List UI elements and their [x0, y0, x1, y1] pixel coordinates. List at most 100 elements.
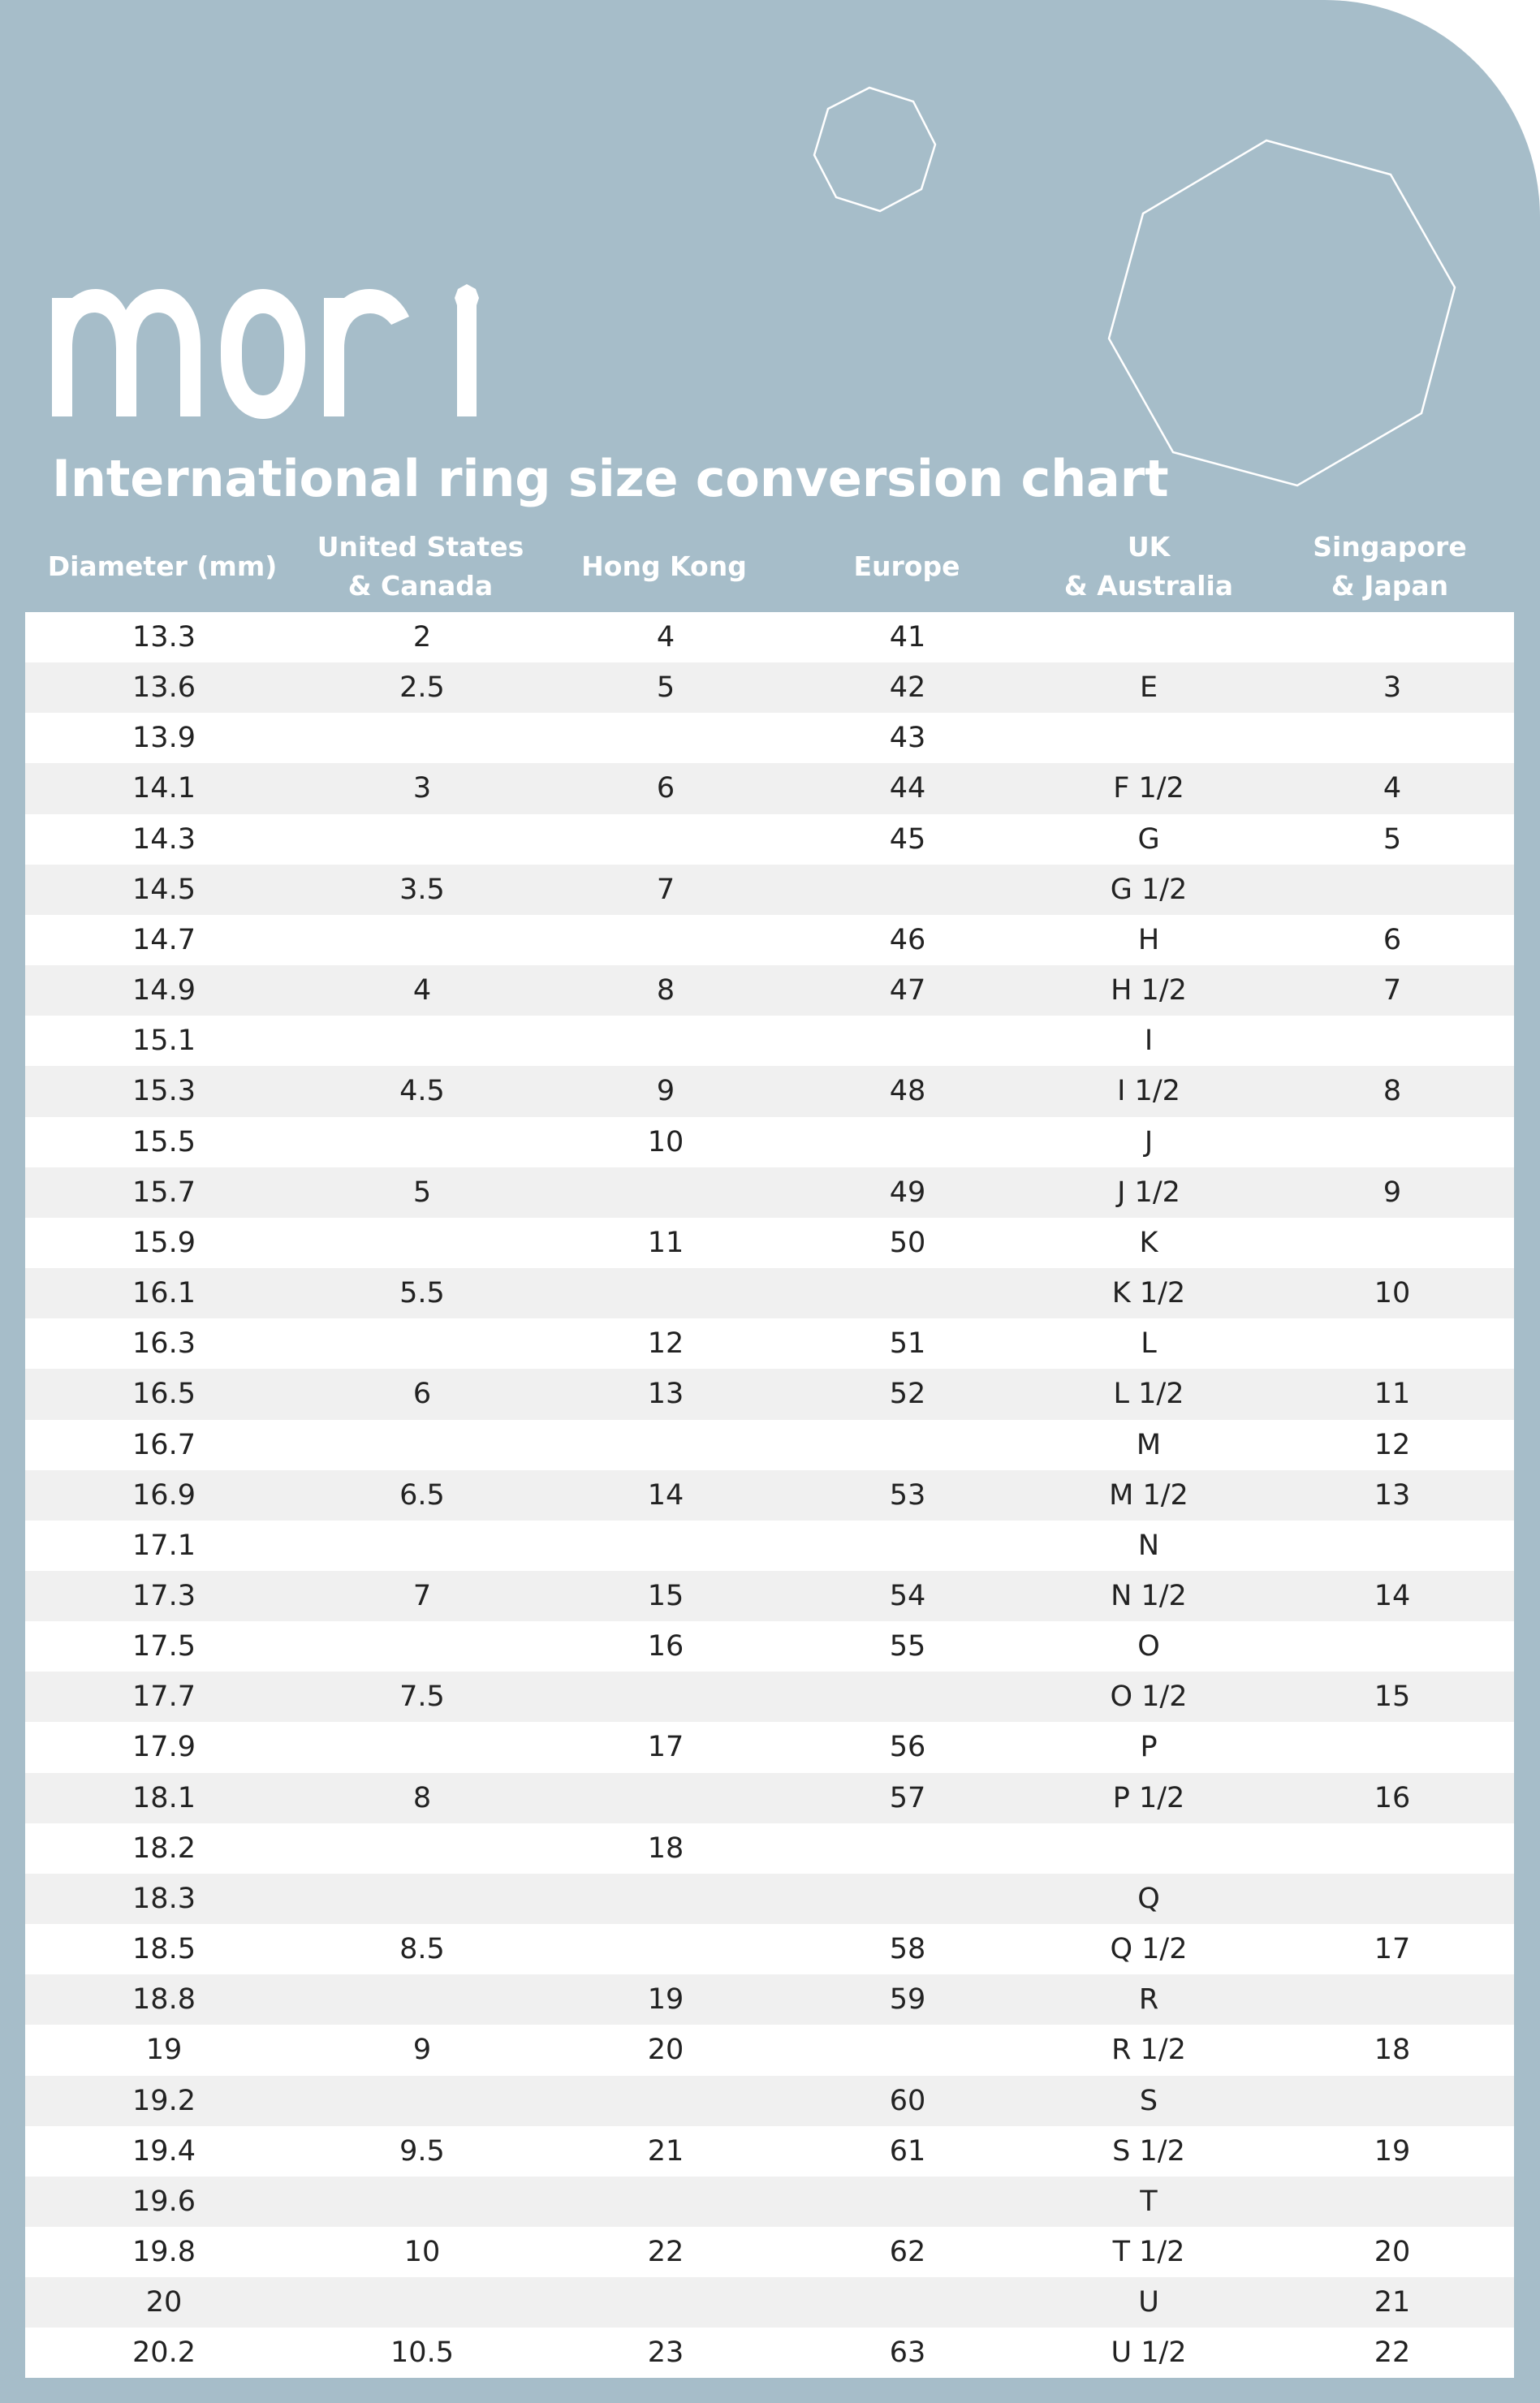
cell-singapore-japan: 12 [1374, 1428, 1411, 1461]
cell-uk-australia: I 1/2 [1117, 1075, 1180, 1108]
cell-singapore-japan: 3 [1383, 671, 1402, 705]
cell-diameter: 16.3 [132, 1327, 196, 1361]
cell-singapore-japan: 10 [1374, 1277, 1411, 1310]
table-row: 17.7 7.5 O 1/2 15 [25, 1672, 1514, 1723]
cell-uk-australia: S [1139, 2084, 1158, 2117]
cell-hong-kong: 16 [647, 1630, 684, 1663]
table-row: 19.4 9.5 21 61 S 1/2 19 [25, 2125, 1514, 2177]
cell-us-canada: 7.5 [399, 1680, 445, 1714]
table-row: 18.8 19 59 R [25, 1974, 1514, 2026]
cell-diameter: 16.5 [132, 1378, 196, 1411]
table-row: 15.1 I [25, 1016, 1514, 1067]
cell-europe: 46 [889, 923, 926, 956]
cell-diameter: 17.5 [132, 1630, 196, 1663]
cell-europe: 57 [889, 1781, 926, 1814]
cell-diameter: 13.3 [132, 621, 196, 654]
cell-uk-australia: S 1/2 [1112, 2134, 1185, 2168]
cell-uk-australia: N 1/2 [1111, 1579, 1187, 1612]
cell-diameter: 18.3 [132, 1882, 196, 1915]
table-row: 17.1 N [25, 1520, 1514, 1571]
cell-singapore-japan: 20 [1374, 2236, 1411, 2268]
table-row: 18.2 18 [25, 1823, 1514, 1874]
cell-singapore-japan: 16 [1374, 1781, 1411, 1814]
column-header-label: Diameter (mm) [47, 550, 278, 582]
cell-diameter: 17.1 [132, 1529, 196, 1562]
cell-us-canada: 6.5 [399, 1478, 445, 1512]
column-header-us-canada: United States & Canada [317, 526, 524, 607]
cell-europe: 43 [889, 722, 926, 755]
table-row: 18.3 Q [25, 1873, 1514, 1925]
cell-europe: 49 [889, 1176, 926, 1209]
cell-europe: 53 [889, 1478, 926, 1512]
cell-us-canada: 6 [412, 1378, 432, 1411]
table-header: Diameter (mm) United States & Canada Hon… [25, 526, 1514, 612]
cell-diameter: 14.9 [132, 974, 196, 1007]
cell-us-canada: 5 [412, 1176, 432, 1209]
cell-singapore-japan: 5 [1383, 822, 1402, 856]
cell-diameter: 18.2 [132, 1831, 196, 1865]
cell-uk-australia: R 1/2 [1111, 2034, 1186, 2067]
table-row: 17.5 16 55 O [25, 1621, 1514, 1672]
cell-europe: 48 [889, 1075, 926, 1108]
cell-diameter: 16.1 [132, 1277, 196, 1310]
table-row: 17.9 17 56 P [25, 1722, 1514, 1773]
cell-europe: 59 [889, 1983, 926, 2017]
column-header-sublabel: & Canada [347, 570, 494, 602]
cell-uk-australia: K [1139, 1226, 1158, 1259]
column-header-label: UK [1127, 531, 1171, 563]
cell-uk-australia: P 1/2 [1112, 1781, 1185, 1814]
cell-uk-australia: O 1/2 [1110, 1680, 1188, 1714]
table-row: 16.1 5.5 K 1/2 10 [25, 1268, 1514, 1319]
cell-hong-kong: 12 [647, 1327, 684, 1361]
cell-us-canada: 8 [412, 1781, 432, 1814]
cell-diameter: 19.8 [132, 2236, 196, 2268]
cell-hong-kong: 7 [656, 873, 675, 906]
cell-us-canada: 2.5 [399, 671, 445, 705]
cell-uk-australia: M 1/2 [1109, 1478, 1188, 1512]
cell-hong-kong: 5 [656, 671, 675, 705]
cell-uk-australia: H 1/2 [1111, 974, 1187, 1007]
cell-uk-australia: G [1137, 822, 1160, 856]
cell-uk-australia: E [1139, 671, 1158, 705]
cell-us-canada: 5.5 [399, 1277, 445, 1310]
table-row: 19 9 20 R 1/2 18 [25, 2025, 1514, 2076]
cell-uk-australia: P [1140, 1731, 1158, 1764]
cell-europe: 62 [889, 2236, 926, 2268]
cell-europe: 51 [889, 1327, 926, 1361]
cell-diameter: 19.6 [132, 2185, 196, 2218]
cell-europe: 55 [889, 1630, 926, 1663]
cell-uk-australia: L [1141, 1327, 1157, 1361]
cell-europe: 42 [889, 671, 926, 705]
table-row: 16.5 6 13 52 L 1/2 11 [25, 1369, 1514, 1420]
cell-uk-australia: F 1/2 [1113, 772, 1184, 805]
cell-diameter: 13.6 [132, 671, 196, 705]
logo-letter-o [221, 289, 305, 419]
cell-hong-kong: 9 [656, 1075, 675, 1108]
cell-diameter: 18.8 [132, 1983, 196, 2017]
cell-singapore-japan: 8 [1383, 1075, 1402, 1108]
cell-uk-australia: H [1137, 923, 1160, 956]
cell-europe: 56 [889, 1731, 926, 1764]
table-row: 18.5 8.5 58 Q 1/2 17 [25, 1924, 1514, 1975]
table-row: 20 U 21 [25, 2277, 1514, 2328]
cell-us-canada: 4.5 [399, 1075, 445, 1108]
cell-hong-kong: 13 [647, 1378, 684, 1411]
logo-letter-i [457, 298, 477, 416]
cell-singapore-japan: 18 [1374, 2034, 1411, 2067]
cell-diameter: 20.2 [132, 2336, 196, 2370]
cell-diameter: 19.4 [132, 2134, 196, 2168]
cell-diameter: 17.9 [132, 1731, 196, 1764]
cell-uk-australia: L 1/2 [1113, 1378, 1184, 1411]
cell-diameter: 13.9 [132, 722, 196, 755]
cell-diameter: 14.5 [132, 873, 196, 906]
table-row: 14.1 3 6 44 F 1/2 4 [25, 763, 1514, 814]
cell-uk-australia: J [1144, 1125, 1154, 1158]
cell-hong-kong: 22 [647, 2236, 684, 2268]
cell-singapore-japan: 9 [1383, 1176, 1402, 1209]
cell-us-canada: 4 [412, 974, 432, 1007]
table-row: 19.8 10 22 62 T 1/2 20 [25, 2227, 1514, 2278]
cell-singapore-japan: 11 [1374, 1378, 1411, 1411]
cell-singapore-japan: 22 [1374, 2336, 1411, 2370]
cell-us-canada: 3.5 [399, 873, 445, 906]
cell-uk-australia: U 1/2 [1111, 2336, 1187, 2370]
